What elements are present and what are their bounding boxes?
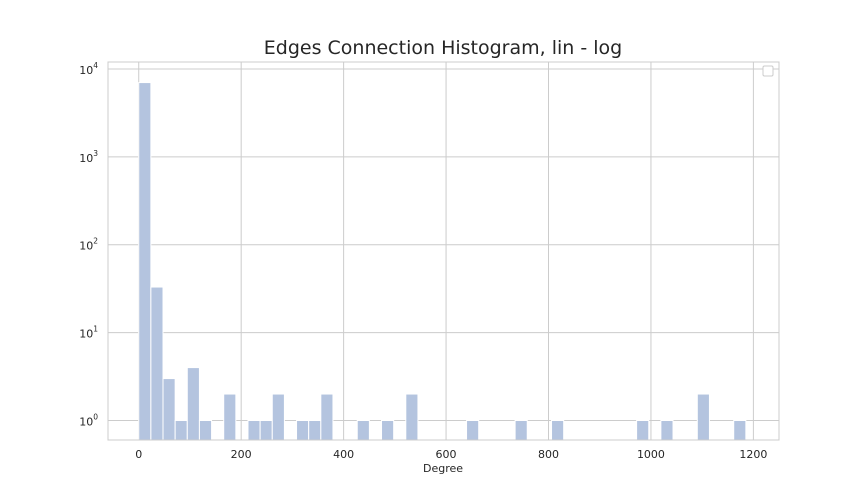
y-tick-label: 103 <box>79 149 98 165</box>
histogram-bar <box>466 420 480 441</box>
x-axis-label: Degree <box>423 462 463 475</box>
x-tick-labels: 0 200 400 600 800 1000 1200 <box>135 448 767 461</box>
x-tick-label: 1200 <box>739 448 767 461</box>
x-tick-label: 400 <box>333 448 354 461</box>
x-tick-label: 1000 <box>637 448 665 461</box>
histogram-bar <box>733 420 747 441</box>
histogram-bar <box>138 82 152 441</box>
legend-box <box>762 65 774 77</box>
histogram-bar <box>186 367 200 441</box>
histogram-bar <box>381 420 395 441</box>
histogram-bar <box>356 420 370 441</box>
chart-title: Edges Connection Histogram, lin - log <box>264 37 622 59</box>
histogram-bar <box>223 393 237 441</box>
histogram-bar <box>174 420 188 441</box>
histogram-bar <box>247 420 261 441</box>
histogram-bar <box>162 378 176 441</box>
histogram-bar <box>198 420 213 441</box>
histogram-bar <box>514 420 528 441</box>
histogram-bar <box>405 393 419 441</box>
x-tick-label: 800 <box>538 448 559 461</box>
y-tick-labels: 100 101 102 103 104 <box>79 61 98 429</box>
plot-frame <box>107 61 780 441</box>
x-tick-label: 0 <box>135 448 142 461</box>
histogram-bar <box>296 420 310 441</box>
histogram-bars <box>138 82 747 441</box>
histogram-bar <box>660 420 674 441</box>
histogram-bar <box>271 393 285 441</box>
grid-lines <box>108 62 779 440</box>
histogram-bar <box>696 393 710 441</box>
histogram-bar <box>320 393 334 441</box>
x-tick-label: 600 <box>436 448 457 461</box>
x-tick-label: 200 <box>231 448 252 461</box>
y-tick-label: 104 <box>79 61 98 77</box>
histogram-bar <box>308 420 322 441</box>
y-tick-label: 100 <box>79 413 98 429</box>
histogram-bar <box>636 420 650 441</box>
histogram-bar <box>551 420 565 441</box>
y-tick-label: 102 <box>79 237 98 253</box>
histogram-bar <box>150 286 164 441</box>
y-tick-label: 101 <box>79 325 98 341</box>
histogram-bar <box>259 420 273 441</box>
